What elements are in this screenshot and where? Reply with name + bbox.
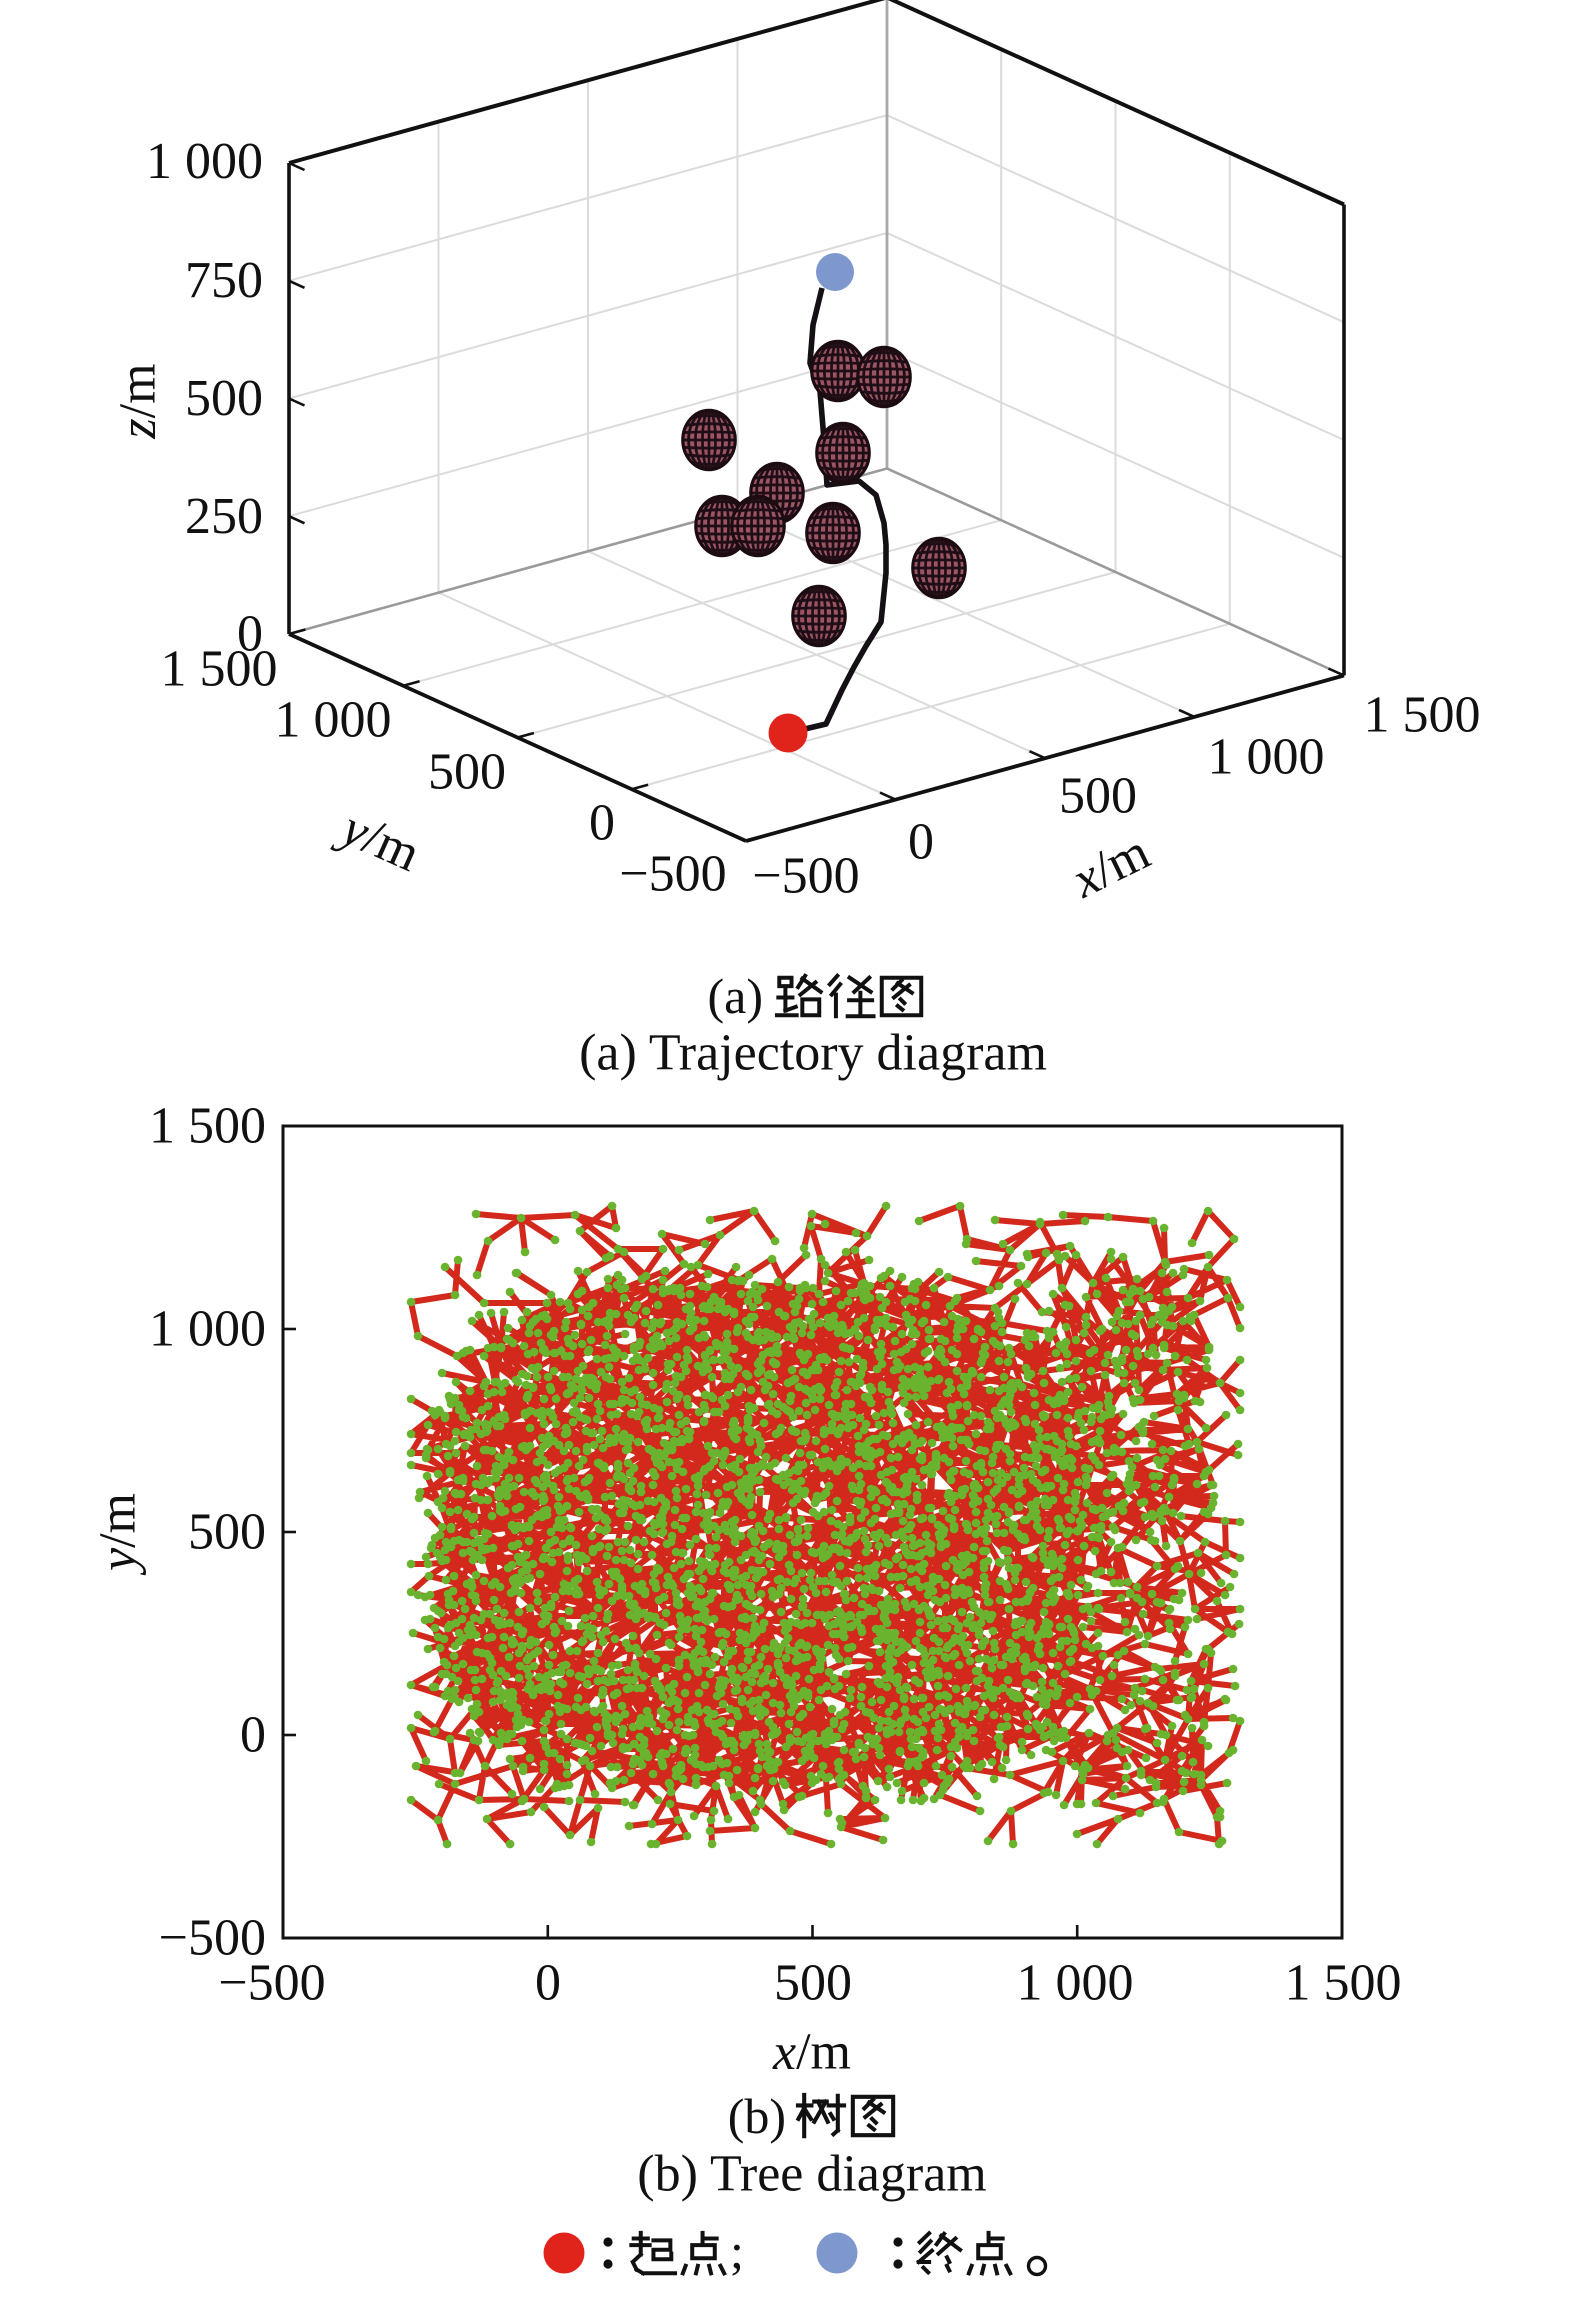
- svg-text:(a): (a): [708, 968, 764, 1024]
- svg-text:500: 500: [188, 1504, 266, 1561]
- svg-text:1 000: 1 000: [1017, 1955, 1134, 2012]
- svg-text:0: 0: [589, 795, 615, 852]
- svg-text:0: 0: [908, 814, 934, 871]
- svg-text:(a) Trajectory diagram: (a) Trajectory diagram: [579, 1025, 1047, 1082]
- svg-text:500: 500: [774, 1955, 852, 2012]
- svg-text:−500: −500: [752, 848, 859, 905]
- svg-text:1 000: 1 000: [146, 133, 263, 190]
- svg-text:1 500: 1 500: [1285, 1955, 1402, 2012]
- svg-text:0: 0: [237, 606, 263, 663]
- svg-text:500: 500: [1059, 768, 1137, 825]
- svg-text:250: 250: [185, 488, 263, 545]
- svg-text:z/m: z/m: [110, 363, 167, 439]
- svg-text:1 500: 1 500: [149, 1098, 266, 1155]
- svg-text:(b) Tree diagram: (b) Tree diagram: [637, 2146, 986, 2203]
- svg-text:500: 500: [428, 744, 506, 801]
- svg-text:1 000: 1 000: [1208, 729, 1325, 786]
- svg-text:0: 0: [535, 1955, 561, 2012]
- svg-text:;: ;: [730, 2223, 744, 2279]
- svg-text:500: 500: [185, 370, 263, 427]
- svg-text:x/m: x/m: [772, 2024, 851, 2081]
- svg-text:1 000: 1 000: [149, 1301, 266, 1358]
- svg-text:(b): (b): [728, 2088, 786, 2144]
- svg-text:1 500: 1 500: [1364, 687, 1481, 744]
- svg-text:y/m: y/m: [90, 1493, 147, 1576]
- svg-text:0: 0: [240, 1707, 266, 1764]
- svg-text:750: 750: [185, 252, 263, 309]
- svg-text:1 000: 1 000: [275, 692, 392, 749]
- svg-text:1 500: 1 500: [161, 641, 278, 698]
- svg-text:−500: −500: [619, 846, 726, 903]
- svg-text:−500: −500: [159, 1910, 266, 1967]
- svg-text:−500: −500: [218, 1955, 325, 2012]
